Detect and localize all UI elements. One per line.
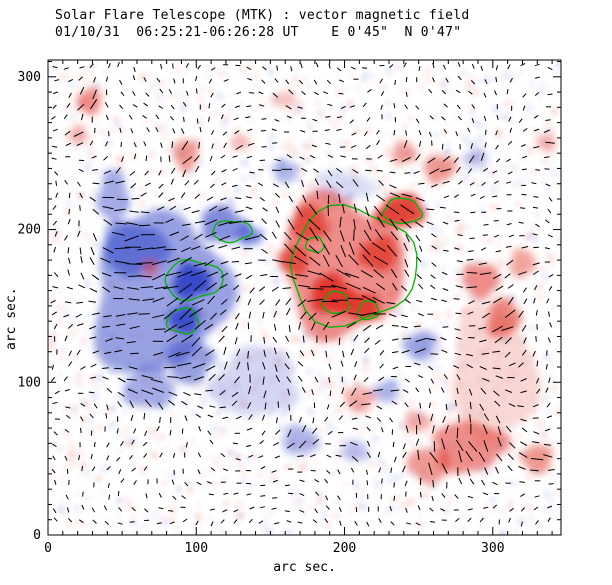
axes-frame: [47, 59, 562, 536]
tick-labels: 0 100 200 300 0 100 200 300: [18, 70, 505, 556]
svg-text:100: 100: [185, 541, 208, 556]
x-axis-label: arc sec.: [273, 560, 336, 575]
plot-title: Solar Flare Telescope (MTK) : vector mag…: [55, 8, 470, 23]
svg-text:200: 200: [333, 541, 356, 556]
svg-text:0: 0: [44, 541, 52, 556]
svg-text:0: 0: [33, 528, 41, 543]
polarity-blobs-layer: [67, 86, 555, 485]
y-axis-label: arc sec.: [4, 287, 19, 350]
svg-text:100: 100: [18, 375, 41, 390]
svg-text:200: 200: [18, 223, 41, 238]
svg-text:300: 300: [18, 70, 41, 85]
plot-area: [48, 60, 561, 535]
svg-text:300: 300: [481, 541, 504, 556]
vector-field-layer: [50, 62, 555, 527]
plot-subtitle: 01/10/31 06:25:21-06:26:28 UT E 0'45" N …: [55, 25, 462, 40]
